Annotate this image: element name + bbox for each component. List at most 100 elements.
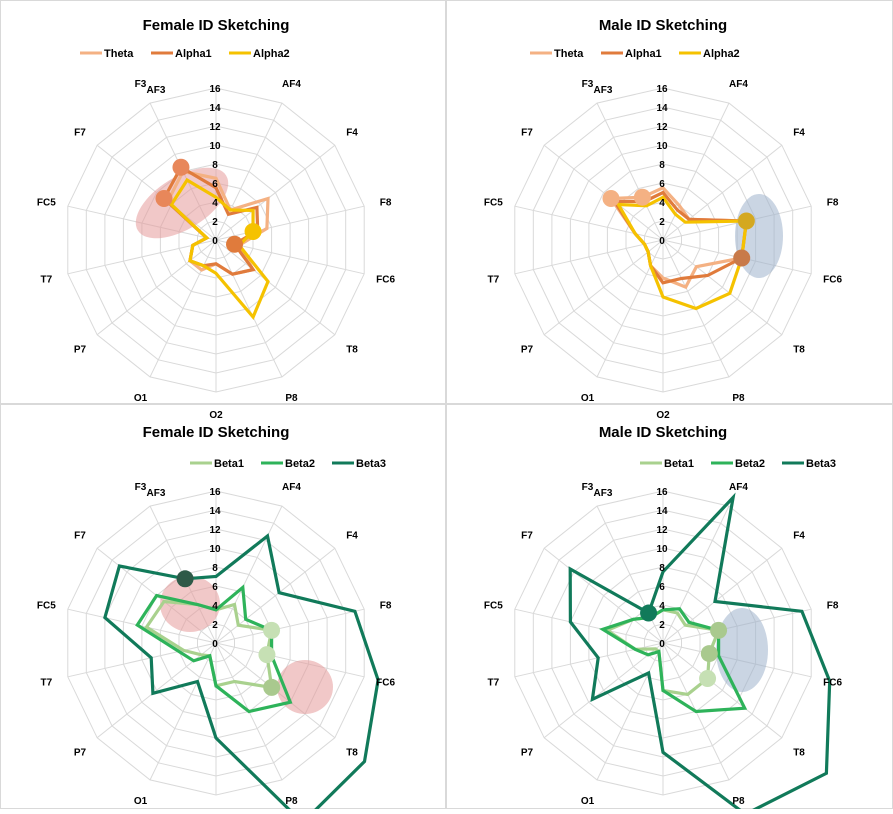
category-label: F8	[380, 600, 392, 611]
radial-tick-label: 2	[212, 620, 218, 631]
category-label: F8	[827, 600, 839, 611]
category-label: FC6	[823, 275, 842, 286]
category-label: P7	[521, 747, 534, 758]
category-label: AF4	[282, 79, 301, 90]
grid-spoke	[543, 239, 664, 336]
category-label: AF3	[594, 488, 613, 499]
grid-spoke	[215, 547, 336, 644]
data-point-marker	[263, 621, 281, 639]
category-label: P8	[285, 393, 298, 404]
series-line-alpha2	[615, 195, 749, 311]
category-label: F8	[380, 197, 392, 208]
chart-title: Male ID Sketching	[599, 17, 727, 34]
radial-axis: 0 2 4 6 8 10 12 14 16	[209, 487, 221, 650]
category-label: T8	[793, 344, 805, 355]
category-label: O1	[581, 796, 595, 807]
grid-spoke	[596, 505, 664, 644]
category-label: F7	[74, 128, 86, 139]
category-label: P7	[74, 344, 87, 355]
category-label: O2	[656, 410, 670, 421]
grid-spoke	[215, 239, 336, 336]
radial-tick-label: 10	[209, 141, 221, 152]
data-point-marker	[602, 190, 620, 208]
grid-spoke	[149, 642, 217, 781]
grid-spoke	[596, 642, 664, 781]
category-label: F7	[521, 128, 533, 139]
radial-axis: 0 2 4 6 8 10 12 14 16	[209, 84, 221, 247]
category-label: FC5	[484, 197, 503, 208]
radial-tick-label: 6	[212, 179, 218, 190]
category-label: O1	[581, 393, 595, 404]
grid-spoke	[96, 239, 217, 336]
category-label: O1	[134, 796, 148, 807]
radial-tick-label: 12	[209, 122, 221, 133]
radial-tick-label: 14	[656, 103, 668, 114]
grid-spoke	[662, 547, 783, 644]
series-line-beta3	[568, 492, 832, 809]
category-label: F4	[793, 531, 805, 542]
data-point-marker	[733, 249, 751, 267]
data-point-marker	[176, 570, 194, 588]
category-label: FC6	[376, 275, 395, 286]
legend-label: Alpha1	[175, 48, 212, 60]
category-label: FC5	[484, 600, 503, 611]
radial-tick-label: 8	[659, 160, 665, 171]
radial-tick-label: 12	[656, 525, 668, 536]
category-label: P7	[521, 344, 534, 355]
radial-tick-label: 10	[209, 544, 221, 555]
legend-label: Beta1	[664, 458, 694, 470]
legend-label: Alpha2	[253, 48, 290, 60]
legend-label: Beta3	[356, 458, 386, 470]
category-label: O1	[134, 393, 148, 404]
grid-spoke	[662, 505, 730, 644]
radial-tick-label: 2	[659, 217, 665, 228]
data-point-marker	[699, 670, 717, 688]
legend-label: Beta1	[214, 458, 244, 470]
grid-spoke	[215, 102, 283, 241]
grid-spoke	[662, 642, 783, 739]
category-label: AF3	[594, 85, 613, 96]
chart-panel-4: 0 2 4 6 8 10 12 14 16 AF4 F4 F8 FC6 T8 P8 O2 O1 P7 T7 FC5 F7…	[446, 404, 893, 814]
grid-spoke	[514, 608, 664, 644]
grid-spoke	[596, 239, 664, 378]
category-label: AF3	[147, 85, 166, 96]
grid-spoke	[596, 102, 664, 241]
category-label: F4	[346, 128, 358, 139]
radial-tick-label: 6	[659, 582, 665, 593]
grid-spoke	[514, 239, 664, 275]
radial-tick-label: 2	[212, 217, 218, 228]
radial-tick-label: 16	[656, 84, 668, 95]
radial-tick-label: 10	[656, 544, 668, 555]
category-label: F4	[793, 128, 805, 139]
chart-panel-1: 0 2 4 6 8 10 12 14 16 AF4 F4 F8 FC6 T8 P8 O2 O1 P7 T7 FC5 F7…	[0, 0, 446, 421]
radial-tick-label: 16	[656, 487, 668, 498]
data-point-marker	[737, 212, 755, 230]
radial-tick-label: 8	[212, 160, 218, 171]
radial-tick-label: 14	[209, 103, 221, 114]
series-line-beta2	[135, 584, 293, 714]
category-label: FC5	[37, 197, 56, 208]
radial-tick-label: 4	[212, 198, 218, 209]
panel-border	[0, 0, 446, 404]
category-label: T8	[793, 747, 805, 758]
grid-spoke	[149, 239, 217, 378]
radial-tick-label: 4	[212, 601, 218, 612]
grid-spoke	[215, 642, 365, 678]
chart-panel-3: 0 2 4 6 8 10 12 14 16 AF4 F4 F8 FC6 T8 P8 O2 O1 P7 T7 FC5 F7…	[0, 404, 446, 814]
radial-tick-label: 14	[656, 506, 668, 517]
data-point-marker	[226, 235, 244, 253]
radial-tick-label: 12	[656, 122, 668, 133]
grid-spoke	[662, 102, 730, 241]
category-label: T8	[346, 747, 358, 758]
radial-tick-label: 4	[659, 198, 665, 209]
radial-tick-label: 0	[659, 639, 665, 650]
category-label: AF4	[282, 482, 301, 493]
data-point-marker	[155, 190, 173, 208]
legend-label: Beta2	[285, 458, 315, 470]
radial-axis: 0 2 4 6 8 10 12 14 16	[656, 84, 668, 247]
radial-tick-label: 6	[659, 179, 665, 190]
category-label: FC6	[823, 678, 842, 689]
